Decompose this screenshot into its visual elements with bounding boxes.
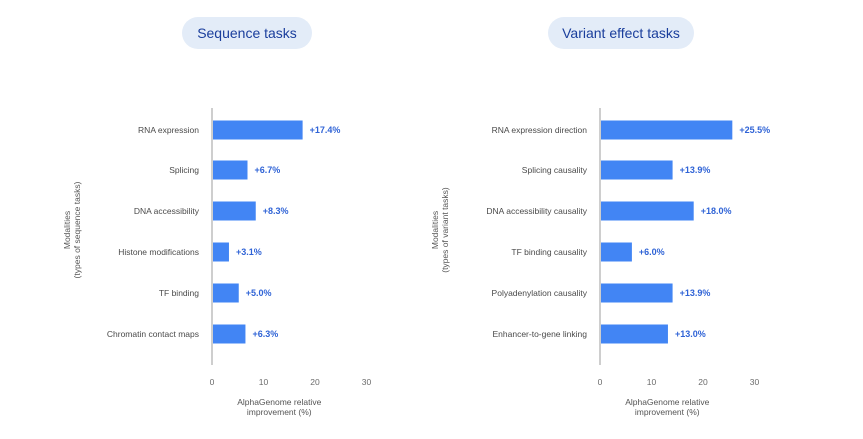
variant-bar [601, 201, 694, 221]
variant-x-tick-label: 20 [698, 377, 708, 387]
sequence-y-axis-label: (types of sequence tasks) [72, 181, 82, 278]
sequence-x-axis-label: improvement (%) [247, 407, 312, 417]
variant-y-axis-label: (types of variant tasks) [440, 187, 450, 273]
variant-category-label: TF binding causality [511, 247, 587, 257]
sequence-x-tick-label: 20 [310, 377, 320, 387]
sequence-value-label: +3.1% [236, 247, 262, 257]
sequence-category-label: RNA expression [138, 125, 199, 135]
sequence-bar [213, 242, 229, 262]
variant-x-tick-label: 30 [750, 377, 760, 387]
sequence-category-label: DNA accessibility [134, 206, 200, 216]
variant-value-label: +25.5% [739, 125, 770, 135]
variant-x-tick-label: 0 [598, 377, 603, 387]
sequence-category-label: Chromatin contact maps [107, 329, 199, 339]
variant-category-label: Enhancer-to-gene linking [492, 329, 587, 339]
sequence-category-label: TF binding [159, 288, 199, 298]
variant-bar [601, 160, 673, 180]
sequence-value-label: +6.3% [252, 329, 278, 339]
sequence-bar [213, 283, 239, 303]
variant-x-axis-label: AlphaGenome relative [625, 397, 709, 407]
sequence-value-label: +8.3% [263, 206, 289, 216]
variant-category-label: RNA expression direction [492, 125, 588, 135]
sequence-bar [213, 160, 248, 180]
sequence-x-tick-label: 0 [210, 377, 215, 387]
sequence-value-label: +5.0% [246, 288, 272, 298]
sequence-x-tick-label: 10 [259, 377, 269, 387]
chart-title-variant-effect-tasks: Variant effect tasks [548, 17, 694, 49]
sequence-x-tick-label: 30 [362, 377, 372, 387]
sequence-bar [213, 201, 256, 221]
sequence-bar [213, 120, 303, 140]
variant-x-tick-label: 10 [647, 377, 657, 387]
variant-category-label: DNA accessibility causality [486, 206, 587, 216]
variant-bar [601, 324, 668, 344]
variant-bar [601, 283, 673, 303]
sequence-category-label: Histone modifications [118, 247, 199, 257]
sequence-x-axis-label: AlphaGenome relative [237, 397, 321, 407]
variant-x-axis-label: improvement (%) [635, 407, 700, 417]
variant-value-label: +13.9% [680, 288, 711, 298]
variant-y-axis-label: Modalities [430, 211, 440, 249]
variant-value-label: +18.0% [701, 206, 732, 216]
variant-category-label: Polyadenylation causality [492, 288, 588, 298]
sequence-value-label: +17.4% [310, 125, 341, 135]
chart-title-sequence-tasks: Sequence tasks [182, 17, 312, 49]
variant-value-label: +6.0% [639, 247, 665, 257]
variant-value-label: +13.9% [680, 165, 711, 175]
sequence-category-label: Splicing [169, 165, 199, 175]
sequence-value-label: +6.7% [255, 165, 281, 175]
sequence-bar [213, 324, 246, 344]
variant-value-label: +13.0% [675, 329, 706, 339]
variant-category-label: Splicing causality [522, 165, 588, 175]
variant-bar [601, 120, 733, 140]
variant-bar [601, 242, 632, 262]
sequence-y-axis-label: Modalities [62, 211, 72, 249]
